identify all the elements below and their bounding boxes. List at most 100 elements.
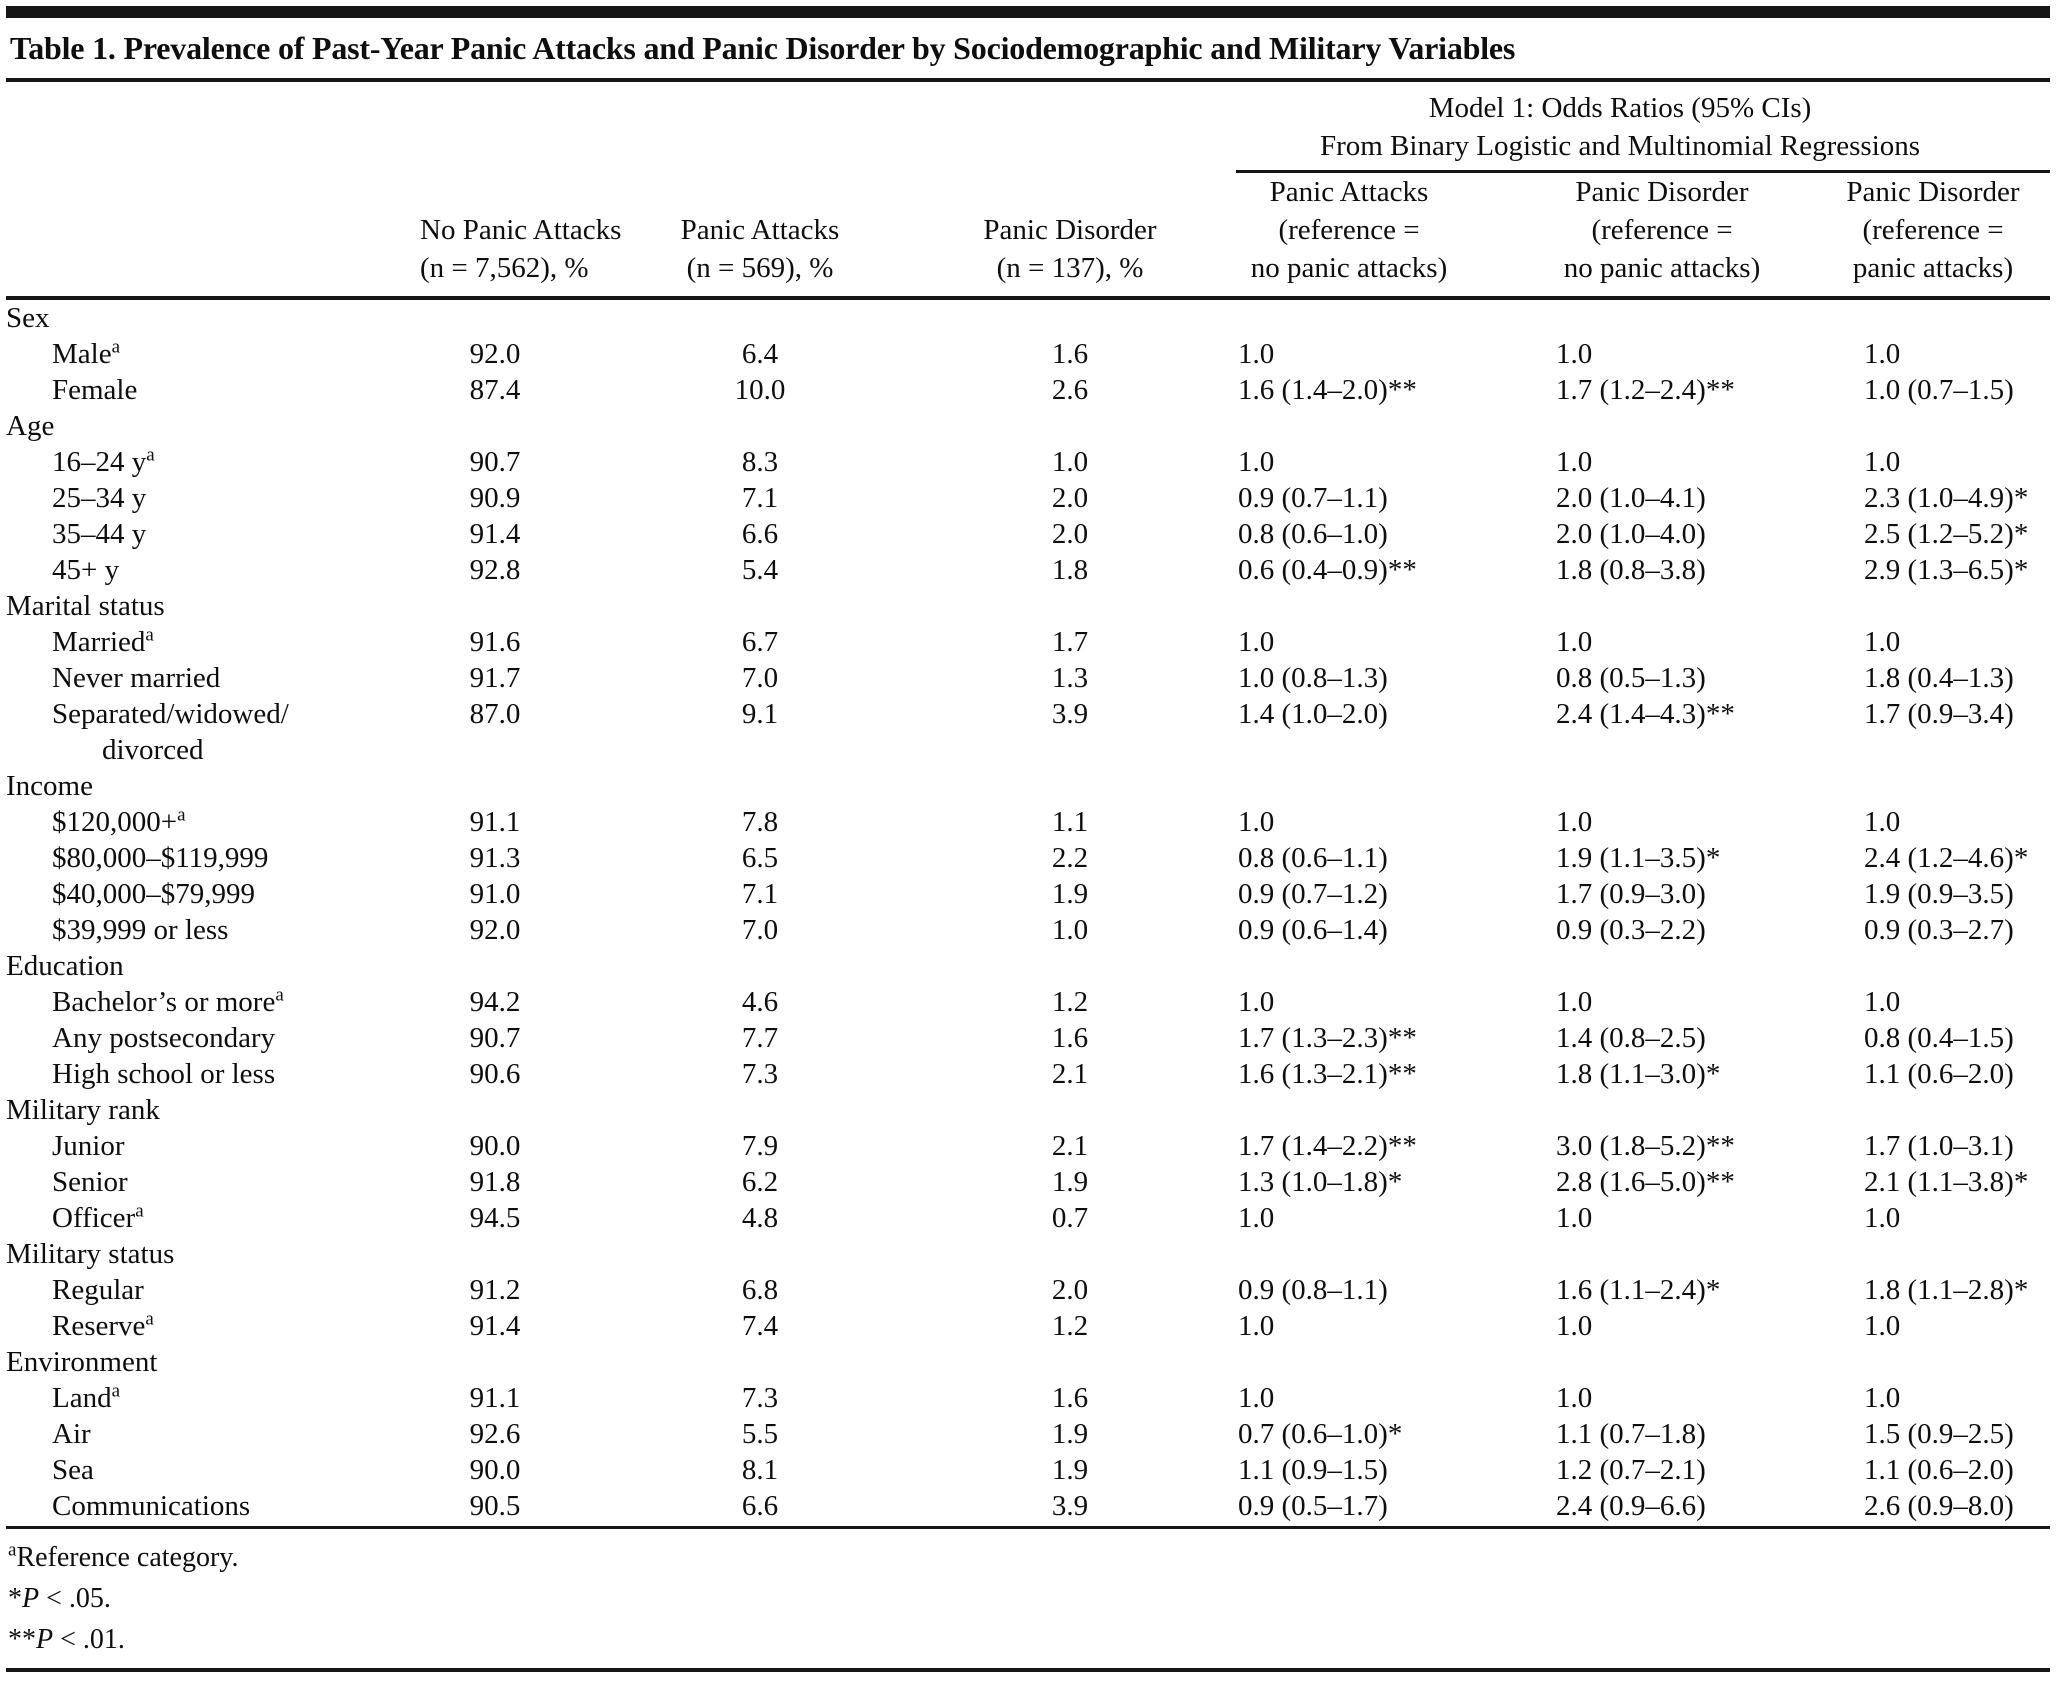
odds-ratio-cell: 0.8 (0.4–1.5) (1864, 1022, 2014, 1054)
table-row: Marrieda 91.6 6.7 1.7 1.0 1.0 1.0 (6, 624, 2050, 660)
percent-cell: 2.0 (1051, 482, 1089, 514)
odds-ratio-cell: 2.8 (1.6–5.0)** (1556, 1166, 1735, 1198)
odds-ratio-cell: 1.8 (1.1–2.8)* (1864, 1274, 2029, 1306)
table-body: Sex Malea 92.0 6.4 1.6 1.0 1.0 1.0 Female 87.4 10.… (6, 298, 2050, 1524)
table-row: Malea 92.0 6.4 1.6 1.0 1.0 1.0 (6, 336, 2050, 372)
odds-ratio-cell: 1.0 (1864, 446, 1901, 478)
odds-ratio-cell: 2.3 (1.0–4.9)* (1864, 482, 2029, 514)
row-label: Regular (52, 1274, 144, 1306)
odds-ratio-cell: 1.0 (1864, 338, 1901, 370)
section-header-row: Income (6, 768, 2050, 804)
odds-ratio-cell: 1.1 (0.9–1.5) (1238, 1454, 1388, 1486)
col-header-panic-attacks: Panic Attacks (n = 569), % (570, 173, 950, 300)
row-label: $80,000–$119,999 (52, 842, 269, 874)
percent-cell: 94.5 (469, 1202, 521, 1234)
reference-category-marker: a (111, 1380, 121, 1402)
percent-cell: 91.2 (469, 1274, 521, 1306)
odds-ratio-cell: 1.0 (0.7–1.5) (1864, 374, 2014, 406)
row-label: Reservea (52, 1308, 154, 1342)
row-label: Junior (52, 1130, 125, 1162)
stub-header (6, 173, 420, 300)
odds-ratio-cell: 1.0 (1238, 338, 1275, 370)
odds-ratio-cell: 0.9 (0.7–1.2) (1238, 878, 1388, 910)
section-label: Marital status (6, 590, 165, 622)
footnotes: aReference category. *P < .05. **P < .01… (6, 1526, 2050, 1668)
percent-cell: 1.9 (1051, 1454, 1089, 1486)
percent-cell: 7.3 (741, 1058, 779, 1090)
table-row: 25–34 y 90.9 7.1 2.0 0.9 (0.7–1.1) 2.0 (1.0–4… (6, 480, 2050, 516)
spanner-row: Model 1: Odds Ratios (95% CIs) From Bina… (6, 82, 2050, 173)
odds-ratio-cell: 0.9 (0.3–2.7) (1864, 914, 2014, 946)
reference-category-marker: a (146, 444, 155, 466)
odds-ratio-cell: 0.8 (0.5–1.3) (1556, 662, 1706, 694)
row-label: Malea (52, 336, 121, 370)
table-row: Junior 90.0 7.9 2.1 1.7 (1.4–2.2)** 3.0 (1.8–… (6, 1128, 2050, 1164)
odds-ratio-cell: 2.1 (1.1–3.8)* (1864, 1166, 2029, 1198)
section-header-row: Sex (6, 298, 2050, 336)
odds-ratio-cell: 1.0 (1238, 626, 1275, 658)
odds-ratio-cell: 1.8 (1.1–3.0)* (1556, 1058, 1721, 1090)
odds-ratio-cell: 0.9 (0.5–1.7) (1238, 1490, 1388, 1522)
percent-cell: 6.7 (741, 626, 779, 658)
odds-ratio-cell: 1.6 (1.3–2.1)** (1238, 1058, 1417, 1090)
percent-cell: 4.8 (741, 1202, 779, 1234)
col-header-panic-disorder: Panic Disorder (n = 137), % (950, 173, 1190, 300)
column-header-row: No Panic Attacks (n = 7,562), % Panic At… (6, 173, 2050, 300)
row-label: Marrieda (52, 624, 154, 658)
table-row: High school or less 90.6 7.3 2.1 1.6 (1.3–2.… (6, 1056, 2050, 1092)
percent-cell: 90.0 (469, 1454, 521, 1486)
odds-ratio-cell: 1.1 (0.7–1.8) (1556, 1418, 1706, 1450)
odds-ratio-cell: 1.5 (0.9–2.5) (1864, 1418, 2014, 1450)
table-row: Reservea 91.4 7.4 1.2 1.0 1.0 1.0 (6, 1308, 2050, 1344)
percent-cell: 2.2 (1051, 842, 1089, 874)
odds-ratio-cell: 1.6 (1.1–2.4)* (1556, 1274, 1721, 1306)
odds-ratio-cell: 1.0 (1864, 806, 1901, 838)
percent-cell: 87.4 (469, 374, 521, 406)
data-table: Model 1: Odds Ratios (95% CIs) From Bina… (6, 82, 2050, 1524)
percent-cell: 1.9 (1051, 878, 1089, 910)
table-row: Sea 90.0 8.1 1.9 1.1 (0.9–1.5) 1.2 (0.7–2.1) 1… (6, 1452, 2050, 1488)
percent-cell: 0.7 (1051, 1202, 1089, 1234)
bottom-rule (6, 1668, 2050, 1678)
odds-ratio-cell: 1.3 (1.0–1.8)* (1238, 1166, 1403, 1198)
percent-cell: 3.9 (1051, 1490, 1089, 1522)
percent-cell: 90.9 (469, 482, 521, 514)
odds-ratio-cell: 1.7 (1.4–2.2)** (1238, 1130, 1417, 1162)
table-row: Female 87.4 10.0 2.6 1.6 (1.4–2.0)** 1.7 (1.2… (6, 372, 2050, 408)
row-label: Landa (52, 1380, 121, 1414)
row-label: Communications (52, 1490, 251, 1522)
odds-ratio-cell: 1.7 (1.2–2.4)** (1556, 374, 1735, 406)
section-header-row: Environment (6, 1344, 2050, 1380)
percent-cell: 7.0 (741, 662, 779, 694)
percent-cell: 7.1 (741, 482, 779, 514)
row-label: Bachelor’s or morea (52, 984, 284, 1018)
percent-cell: 91.4 (469, 518, 521, 550)
spanner-line-1: Model 1: Odds Ratios (95% CIs) (1428, 92, 1812, 124)
row-label: High school or less (52, 1058, 276, 1090)
odds-ratio-cell: 1.8 (0.8–3.8) (1556, 554, 1706, 586)
percent-cell: 92.6 (469, 1418, 521, 1450)
row-label: 25–34 y (52, 482, 147, 514)
percent-cell: 92.0 (469, 914, 521, 946)
footnote-reference-category: aReference category. (8, 1539, 239, 1573)
odds-ratio-cell: 1.4 (0.8–2.5) (1556, 1022, 1706, 1054)
section-label: Education (6, 950, 124, 982)
table-row: Regular 91.2 6.8 2.0 0.9 (0.8–1.1) 1.6 (1.1–2… (6, 1272, 2050, 1308)
percent-cell: 7.0 (741, 914, 779, 946)
row-label: Officera (52, 1200, 144, 1234)
section-label: Income (6, 770, 93, 802)
odds-ratio-cell: 0.9 (0.7–1.1) (1238, 482, 1388, 514)
percent-cell: 1.3 (1051, 662, 1089, 694)
table-row: $40,000–$79,999 91.0 7.1 1.9 0.9 (0.7–1.2) 1.… (6, 876, 2050, 912)
section-header-row: Age (6, 408, 2050, 444)
percent-cell: 1.0 (1051, 446, 1089, 478)
percent-cell: 7.4 (741, 1310, 779, 1342)
row-label: $120,000+a (52, 804, 186, 838)
row-label: Air (52, 1418, 91, 1450)
col-header-or-panic-attacks-vs-none: Panic Attacks (reference = no panic atta… (1190, 173, 1508, 300)
percent-cell: 6.6 (741, 518, 779, 550)
percent-cell: 2.0 (1051, 1274, 1089, 1306)
table-row: Never married 91.7 7.0 1.3 1.0 (0.8–1.3) 0.8 … (6, 660, 2050, 696)
odds-ratio-cell: 1.0 (1238, 986, 1275, 1018)
odds-ratio-cell: 1.0 (1556, 986, 1593, 1018)
